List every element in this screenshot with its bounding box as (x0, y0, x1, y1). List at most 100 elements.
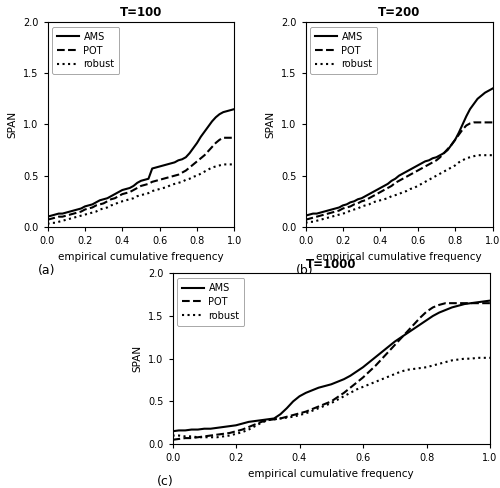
AMS (86, 203, 91, 208)
Legend: AMS, POT, robust: AMS, POT, robust (178, 278, 244, 325)
POT (362, 197, 368, 203)
POT (486, 120, 492, 125)
robust (220, 162, 226, 167)
Line: AMS: AMS (306, 89, 492, 216)
POT (271, 416, 277, 422)
POT (358, 198, 364, 204)
Line: POT: POT (172, 303, 490, 440)
AMS (379, 349, 385, 355)
POT (437, 154, 443, 160)
POT (487, 300, 493, 306)
AMS (490, 86, 496, 92)
AMS (362, 193, 368, 199)
POT (86, 205, 91, 211)
X-axis label: empirical cumulative frequency: empirical cumulative frequency (316, 251, 482, 262)
Line: robust: robust (172, 358, 490, 437)
robust (44, 221, 51, 227)
robust (271, 416, 277, 422)
robust (168, 182, 174, 188)
Line: robust: robust (48, 164, 234, 224)
POT (471, 120, 477, 125)
POT (232, 135, 237, 141)
Text: (c): (c) (156, 475, 174, 488)
robust (486, 152, 492, 158)
Line: AMS: AMS (48, 109, 234, 217)
AMS (486, 88, 492, 94)
Text: (a): (a) (38, 264, 56, 277)
POT (480, 300, 486, 306)
AMS (265, 416, 271, 422)
AMS (232, 106, 237, 112)
Line: AMS: AMS (172, 301, 490, 431)
POT (344, 204, 349, 210)
Line: robust: robust (306, 155, 492, 223)
AMS (302, 213, 308, 219)
POT (179, 170, 185, 176)
AMS (170, 428, 175, 434)
AMS (344, 202, 349, 207)
AMS (104, 195, 110, 201)
robust (278, 415, 283, 421)
robust (404, 367, 410, 373)
POT (168, 174, 174, 180)
AMS (179, 156, 185, 162)
Legend: AMS, POT, robust: AMS, POT, robust (52, 27, 120, 74)
robust (358, 203, 364, 209)
AMS (100, 196, 106, 202)
POT (265, 417, 271, 423)
robust (437, 171, 443, 177)
AMS (240, 421, 246, 427)
robust (474, 152, 480, 158)
AMS (358, 195, 364, 201)
POT (240, 427, 246, 432)
POT (220, 135, 226, 141)
robust (179, 179, 185, 185)
Title: T=200: T=200 (378, 6, 420, 20)
robust (302, 220, 308, 226)
robust (86, 211, 91, 217)
robust (344, 210, 349, 216)
robust (480, 355, 486, 361)
robust (246, 427, 252, 432)
Line: POT: POT (48, 138, 234, 220)
AMS (271, 415, 277, 421)
POT (170, 437, 175, 443)
AMS (44, 214, 51, 220)
POT (228, 135, 234, 141)
Y-axis label: SPAN: SPAN (266, 111, 276, 138)
robust (104, 204, 110, 210)
AMS (398, 334, 404, 340)
robust (100, 205, 106, 211)
POT (379, 356, 385, 362)
Y-axis label: SPAN: SPAN (132, 345, 142, 372)
robust (426, 177, 432, 183)
POT (104, 198, 110, 204)
AMS (487, 298, 493, 304)
robust (490, 152, 496, 158)
AMS (437, 152, 443, 158)
Title: T=100: T=100 (120, 6, 162, 20)
POT (398, 335, 404, 341)
robust (228, 162, 234, 167)
Text: (b): (b) (296, 264, 314, 277)
Title: T=1000: T=1000 (306, 258, 356, 271)
Y-axis label: SPAN: SPAN (8, 111, 18, 138)
robust (487, 355, 493, 361)
X-axis label: empirical cumulative frequency: empirical cumulative frequency (58, 251, 224, 262)
AMS (480, 299, 486, 305)
AMS (168, 161, 174, 166)
POT (44, 217, 51, 223)
robust (232, 162, 237, 167)
POT (302, 217, 308, 223)
POT (426, 162, 432, 167)
robust (195, 434, 201, 440)
robust (386, 374, 392, 380)
robust (474, 355, 480, 361)
robust (170, 432, 175, 438)
Line: POT: POT (306, 122, 492, 220)
robust (362, 203, 368, 208)
POT (442, 300, 448, 306)
AMS (426, 157, 432, 163)
AMS (228, 107, 234, 113)
Legend: AMS, POT, robust: AMS, POT, robust (310, 27, 378, 74)
